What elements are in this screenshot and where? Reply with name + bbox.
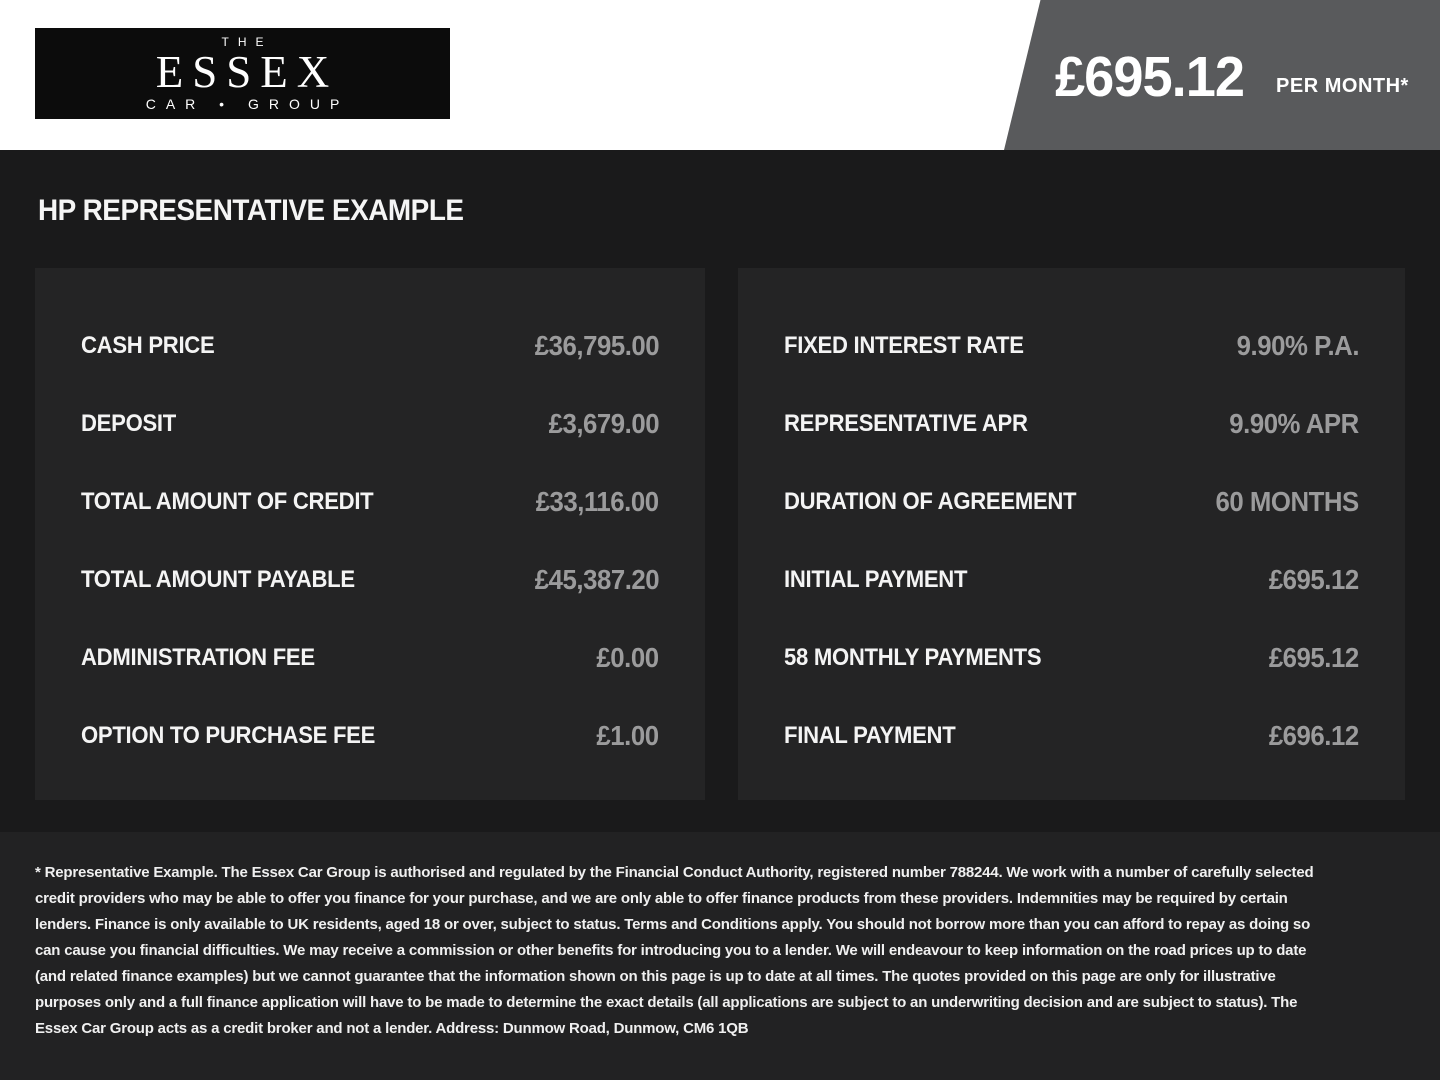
row-label: INITIAL PAYMENT [784, 566, 968, 593]
row-label: DURATION OF AGREEMENT [784, 488, 1077, 515]
row-value: 9.90% P.A. [1236, 330, 1360, 361]
row-label: TOTAL AMOUNT OF CREDIT [81, 488, 374, 515]
table-row: FIXED INTEREST RATE 9.90% P.A. [784, 330, 1359, 362]
essex-car-group-logo: THE ESSEX CAR • GROUP [35, 28, 450, 119]
finance-panels: CASH PRICE £36,795.00 DEPOSIT £3,679.00 … [35, 268, 1405, 800]
table-row: OPTION TO PURCHASE FEE £1.00 [81, 720, 659, 752]
disclaimer-text: * Representative Example. The Essex Car … [35, 864, 1314, 1037]
row-value: £45,387.20 [534, 564, 660, 595]
table-row: TOTAL AMOUNT OF CREDIT £33,116.00 [81, 486, 659, 518]
row-value: £0.00 [596, 642, 660, 673]
monthly-price-amount: £695.12 [1055, 45, 1245, 109]
monthly-price-ribbon: £695.12 PER MONTH* [1003, 0, 1440, 152]
row-value: 60 MONTHS [1215, 486, 1360, 517]
row-label: OPTION TO PURCHASE FEE [81, 722, 376, 749]
page-header: THE ESSEX CAR • GROUP £695.12 PER MONTH* [0, 0, 1440, 152]
table-row: CASH PRICE £36,795.00 [81, 330, 659, 362]
table-row: TOTAL AMOUNT PAYABLE £45,387.20 [81, 564, 659, 596]
logo-essex-text: ESSEX [155, 47, 339, 97]
logo-the-text: THE [221, 35, 273, 49]
row-label: FINAL PAYMENT [784, 722, 956, 749]
row-value: £36,795.00 [534, 330, 660, 361]
row-label: REPRESENTATIVE APR [784, 410, 1028, 437]
table-row: DEPOSIT £3,679.00 [81, 408, 659, 440]
row-value: £695.12 [1269, 564, 1359, 595]
finance-example-section: HP REPRESENTATIVE EXAMPLE CASH PRICE £36… [0, 150, 1440, 832]
table-row: 58 MONTHLY PAYMENTS £695.12 [784, 642, 1359, 674]
finance-panel-left: CASH PRICE £36,795.00 DEPOSIT £3,679.00 … [35, 268, 705, 800]
table-row: INITIAL PAYMENT £695.12 [784, 564, 1359, 596]
row-value: 9.90% APR [1229, 408, 1360, 439]
table-row: DURATION OF AGREEMENT 60 MONTHS [784, 486, 1359, 518]
logo-car-group-text: CAR • GROUP [145, 96, 350, 112]
disclaimer-footer: * Representative Example. The Essex Car … [0, 832, 1440, 1080]
table-row: ADMINISTRATION FEE £0.00 [81, 642, 659, 674]
row-label: CASH PRICE [81, 332, 215, 359]
row-value: £695.12 [1269, 642, 1359, 673]
finance-panel-right: FIXED INTEREST RATE 9.90% P.A. REPRESENT… [738, 268, 1405, 800]
row-label: FIXED INTEREST RATE [784, 332, 1024, 359]
row-value: £1.00 [596, 720, 660, 751]
row-label: ADMINISTRATION FEE [81, 644, 315, 671]
row-label: DEPOSIT [81, 410, 177, 437]
page-title: HP REPRESENTATIVE EXAMPLE [38, 194, 464, 227]
table-row: FINAL PAYMENT £696.12 [784, 720, 1359, 752]
row-label: TOTAL AMOUNT PAYABLE [81, 566, 355, 593]
row-value: £33,116.00 [536, 486, 659, 517]
row-value: £3,679.00 [548, 408, 660, 439]
table-row: REPRESENTATIVE APR 9.90% APR [784, 408, 1359, 440]
row-label: 58 MONTHLY PAYMENTS [784, 644, 1042, 671]
monthly-price-suffix: PER MONTH* [1276, 75, 1409, 97]
row-value: £696.12 [1269, 720, 1359, 751]
